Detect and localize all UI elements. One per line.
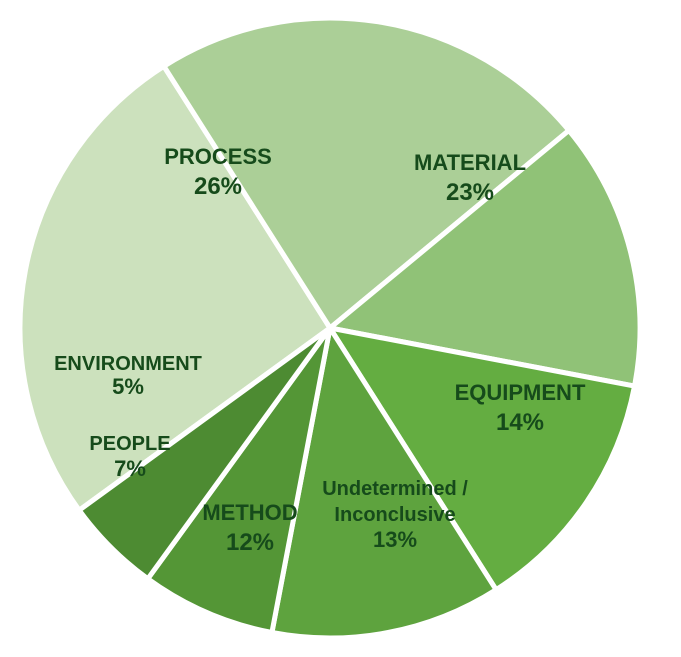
pie-slice-name: PEOPLE bbox=[89, 433, 170, 455]
pie-slice-name: PROCESS bbox=[164, 144, 272, 169]
pie-slice-name: METHOD bbox=[202, 500, 297, 525]
pie-slice-percent: 13% bbox=[373, 527, 417, 552]
pie-slice-percent: 5% bbox=[112, 374, 144, 399]
pie-slice-name: Inconclusive bbox=[334, 504, 455, 526]
pie-slice-percent: 23% bbox=[446, 179, 494, 206]
pie-chart-svg: PROCESS 26% MATERIAL 23% EQUIPMENT 14% Undeter… bbox=[0, 0, 681, 657]
pie-slice-name: ENVIRONMENT bbox=[54, 353, 202, 375]
pie-slice-percent: 14% bbox=[496, 409, 544, 436]
pie-slice-percent: 7% bbox=[114, 456, 146, 481]
pie-slice-name: Undetermined / bbox=[322, 478, 468, 500]
pie-slice-name: MATERIAL bbox=[414, 150, 526, 175]
pie-slice-percent: 26% bbox=[194, 173, 242, 200]
pie-slice-percent: 12% bbox=[226, 529, 274, 556]
pie-slice-name: EQUIPMENT bbox=[455, 380, 586, 405]
pie-chart: PROCESS 26% MATERIAL 23% EQUIPMENT 14% Undeter… bbox=[0, 0, 681, 657]
